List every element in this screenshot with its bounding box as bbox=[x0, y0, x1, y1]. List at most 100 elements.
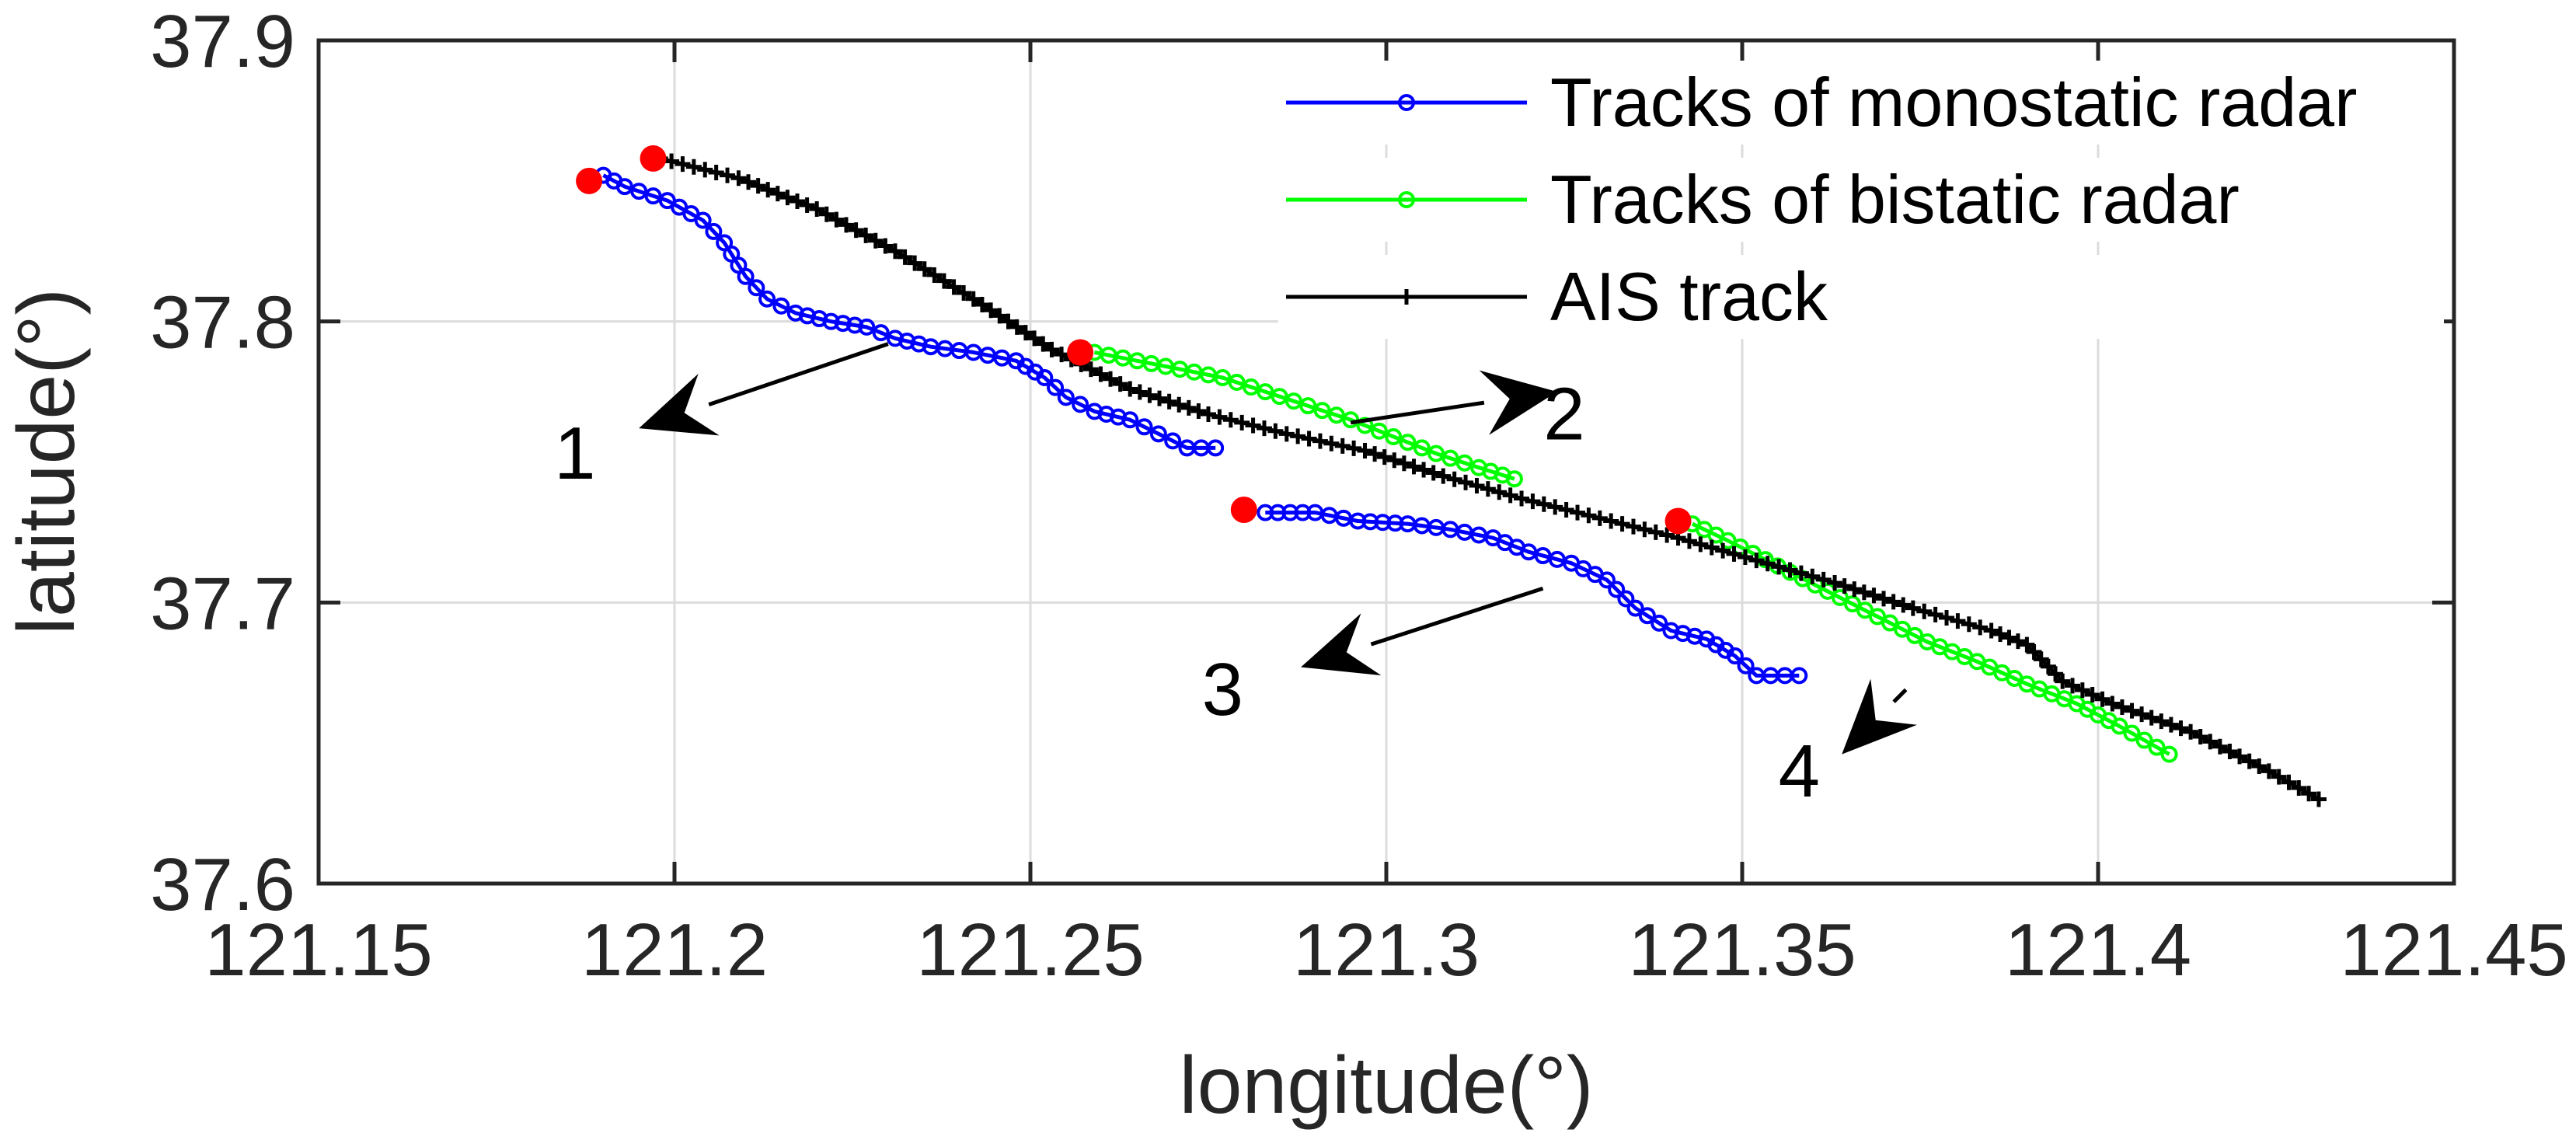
data-point-ais bbox=[1152, 390, 1168, 406]
data-point-ais bbox=[907, 255, 923, 271]
data-point-ais bbox=[2202, 734, 2219, 750]
data-point-ais bbox=[2301, 786, 2317, 802]
data-point-ais bbox=[664, 153, 680, 169]
data-point-ais bbox=[769, 186, 786, 202]
data-point-bistatic bbox=[2111, 717, 2128, 735]
data-point-ais bbox=[2163, 716, 2179, 733]
data-point-ais bbox=[974, 296, 990, 312]
data-point-ais bbox=[1570, 504, 1586, 521]
data-point-ais bbox=[2173, 720, 2189, 737]
x-axis-label: longitude(°) bbox=[1180, 1041, 1594, 1131]
data-point-ais bbox=[2065, 678, 2081, 694]
data-point-ais bbox=[750, 178, 766, 194]
data-point-ais bbox=[1256, 420, 1272, 437]
data-point-ais bbox=[2074, 682, 2090, 699]
data-point-ais bbox=[1681, 533, 1697, 549]
data-point-ais bbox=[1027, 330, 1043, 347]
data-point-ais bbox=[1603, 513, 1619, 529]
data-point-ais bbox=[818, 206, 835, 222]
data-point-monostatic bbox=[834, 315, 852, 333]
data-point-ais bbox=[1290, 428, 1306, 445]
data-point-bistatic bbox=[1257, 383, 1274, 401]
data-point-ais bbox=[1703, 539, 1720, 556]
data-point-ais bbox=[1558, 501, 1574, 518]
legend-swatch-marker bbox=[1398, 191, 1415, 208]
data-point-ais bbox=[916, 261, 932, 277]
data-point-ais bbox=[685, 159, 702, 175]
series-ais bbox=[652, 150, 2327, 807]
data-point-bistatic bbox=[1413, 439, 1431, 457]
data-point-ais bbox=[1122, 381, 1138, 397]
data-point-monostatic bbox=[705, 222, 723, 240]
annotation-arrow-head bbox=[639, 373, 720, 436]
data-point-bistatic bbox=[2160, 745, 2178, 763]
data-point-bistatic bbox=[1441, 449, 1459, 467]
legend-swatch-marker bbox=[1399, 289, 1414, 305]
data-point-ais bbox=[983, 302, 999, 319]
data-point-ais bbox=[848, 222, 864, 239]
data-point-ais bbox=[965, 291, 981, 307]
data-point-ais bbox=[1927, 606, 1943, 622]
start-points bbox=[576, 145, 1692, 535]
data-point-ais bbox=[1961, 616, 1977, 633]
data-point-ais bbox=[1171, 396, 1187, 413]
data-point-bistatic bbox=[1285, 392, 1302, 410]
data-point-ais bbox=[720, 167, 736, 183]
data-point-bistatic bbox=[1505, 470, 1523, 488]
data-point-monostatic bbox=[1790, 667, 1808, 685]
data-point-ais bbox=[1245, 417, 1261, 434]
data-point-ais bbox=[1406, 458, 1422, 475]
start-point bbox=[1067, 339, 1094, 366]
data-point-ais bbox=[2261, 763, 2277, 779]
data-point-ais bbox=[799, 197, 815, 214]
data-point-ais bbox=[697, 162, 713, 178]
data-point-bistatic bbox=[2135, 731, 2153, 749]
data-point-ais bbox=[2232, 748, 2248, 765]
data-point-ais bbox=[1211, 409, 1228, 425]
data-point-ais bbox=[2310, 791, 2327, 807]
data-point-ais bbox=[897, 249, 913, 265]
data-point-ais bbox=[1357, 443, 1373, 459]
data-point-ais bbox=[1201, 406, 1216, 423]
data-point-ais bbox=[1112, 376, 1128, 392]
data-point-ais bbox=[1425, 465, 1441, 481]
data-point-monostatic bbox=[694, 211, 712, 229]
data-point-ais bbox=[741, 174, 757, 190]
data-point-ais bbox=[1458, 474, 1474, 490]
series-line-bistatic bbox=[1093, 350, 1515, 481]
data-point-monostatic bbox=[1626, 599, 1644, 617]
data-point-ais bbox=[1659, 527, 1675, 543]
data-point-ais bbox=[1035, 336, 1051, 352]
annotation-arrow-shaft bbox=[1350, 400, 1485, 425]
data-point-ais bbox=[2241, 753, 2257, 769]
start-point bbox=[1230, 496, 1257, 523]
data-point-ais bbox=[1480, 481, 1496, 497]
data-point-ais bbox=[2134, 706, 2150, 723]
data-point-ais bbox=[838, 217, 854, 233]
data-point-ais bbox=[1301, 431, 1317, 447]
data-point-ais bbox=[1093, 366, 1109, 382]
annotation-arrow-shaft bbox=[1892, 688, 1908, 703]
data-point-ais bbox=[1715, 542, 1731, 559]
data-point-monostatic bbox=[1737, 657, 1755, 675]
legend-entry: Tracks of monostatic radar bbox=[1278, 61, 2444, 145]
data-point-ais bbox=[1625, 518, 1641, 535]
x-tick-label: 121.25 bbox=[916, 908, 1145, 992]
data-point-ais bbox=[1017, 325, 1034, 341]
data-point-ais bbox=[2094, 691, 2111, 707]
data-point-ais bbox=[2281, 774, 2297, 790]
data-point-monostatic bbox=[737, 267, 755, 285]
start-point bbox=[576, 167, 603, 194]
data-point-ais bbox=[1054, 347, 1070, 363]
data-point-bistatic bbox=[1327, 406, 1345, 424]
data-point-ais bbox=[1502, 487, 1518, 504]
data-point-ais bbox=[2010, 633, 2026, 650]
data-point-bistatic bbox=[1242, 378, 1260, 396]
data-point-ais bbox=[2212, 738, 2228, 755]
annotation-label: 3 bbox=[1202, 648, 1243, 731]
data-point-bistatic bbox=[1356, 417, 1374, 434]
legend-label: Tracks of bistatic radar bbox=[1550, 161, 2240, 238]
data-point-ais bbox=[2291, 780, 2307, 797]
data-point-ais bbox=[779, 190, 796, 206]
